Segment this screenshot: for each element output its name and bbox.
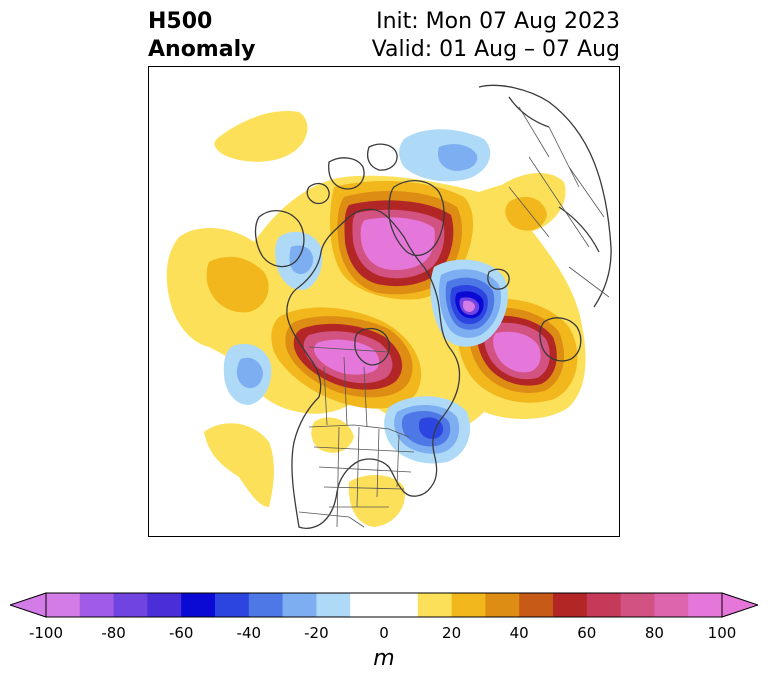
colorbar-cell: [384, 593, 419, 617]
map-dates: Init: Mon 07 Aug 2023 Valid: 01 Aug – 07…: [372, 8, 620, 64]
colorbar-units-label: m: [373, 646, 395, 671]
colorbar-cell: [417, 593, 453, 617]
colorbar-tick-label: -40: [236, 624, 262, 642]
init-label: Init: Mon 07 Aug 2023: [376, 9, 620, 34]
anomaly-min-center-core: [463, 300, 475, 312]
colorbar-tick-label: 20: [442, 624, 462, 642]
colorbar-cells: [46, 593, 723, 617]
colorbar-cell: [485, 593, 520, 617]
anomaly-contour-20: [505, 196, 547, 231]
colorbar-cell: [316, 593, 351, 617]
negative-anomaly-pacific-core: [236, 357, 263, 389]
alaska-coast: [254, 210, 305, 268]
colorbar-cell: [654, 593, 689, 617]
colorbar-cell: [79, 593, 115, 617]
colorbar-cell: [248, 593, 284, 617]
anomaly-max-center: [360, 217, 435, 270]
colorbar-extend-left: [10, 592, 47, 618]
greenland-coast: [388, 180, 445, 256]
colorbar-cell: [181, 593, 216, 617]
mexico-border: [298, 511, 365, 528]
north-america-coast: [286, 208, 461, 529]
colorbar-tick-label: 0: [379, 624, 389, 642]
iceland-coast: [487, 268, 510, 290]
colorbar-cell: [451, 593, 486, 617]
colorbar-tick-label: 40: [509, 624, 529, 642]
hudson-bay-coast: [354, 328, 390, 366]
anomaly-map: [148, 66, 620, 537]
colorbar: [10, 592, 758, 618]
colorbar-cell: [586, 593, 622, 617]
positive-anomaly-pacific: [204, 423, 274, 507]
colorbar-cell: [620, 593, 655, 617]
canada-province-lines: [308, 346, 390, 428]
colorbar-cell: [519, 593, 554, 617]
anomaly-contour-20: [206, 256, 269, 313]
negative-anomaly-eastern-canada-core: [419, 417, 444, 439]
colorbar-cell: [46, 593, 81, 617]
colorbar-cell: [113, 593, 148, 617]
valid-label: Valid: 01 Aug – 07 Aug: [371, 37, 620, 62]
colorbar-extend-right: [721, 592, 758, 618]
colorbar-ticks: -100 -80 -60 -40 -20 0 20 40 60 80 100: [0, 624, 768, 644]
map-title: H500 Anomaly: [148, 8, 255, 64]
positive-anomaly-band-north: [214, 111, 308, 162]
colorbar-tick-label: -80: [101, 624, 126, 642]
colorbar-tick-label: 60: [577, 624, 597, 642]
anomaly-shading: [149, 111, 586, 527]
western-europe-coast: [539, 317, 582, 362]
colorbar-tick-label: 100: [707, 624, 737, 642]
colorbar-tick-label: -20: [304, 624, 329, 642]
colorbar-cell: [350, 593, 385, 617]
political-borders: [298, 106, 610, 528]
colorbar-cell: [147, 593, 182, 617]
eurasia-country-lines: [508, 106, 610, 298]
anomaly-max-center: [493, 331, 541, 373]
map-canvas: [149, 84, 612, 529]
arctic-islands: [306, 143, 398, 205]
field-label: Anomaly: [148, 37, 256, 62]
negative-anomaly-arctic-core: [437, 144, 478, 171]
colorbar-tick-label: -100: [28, 624, 64, 642]
colorbar-cell: [688, 593, 723, 617]
colorbar-cell: [282, 593, 317, 617]
us-canada-border: [308, 424, 410, 438]
map-edge-gap: [149, 285, 153, 319]
colorbar-tick-label: 80: [644, 624, 664, 642]
colorbar-outline: [45, 592, 723, 618]
coastlines: [254, 84, 612, 529]
colorbar-cell: [553, 593, 588, 617]
eurasia-coast: [478, 84, 612, 308]
us-state-lines: [313, 426, 415, 528]
colorbar-tick-label: -60: [168, 624, 194, 642]
colorbar-cell: [215, 593, 250, 617]
variable-label: H500: [148, 9, 213, 34]
negative-anomaly-alaska-core: [289, 245, 314, 275]
